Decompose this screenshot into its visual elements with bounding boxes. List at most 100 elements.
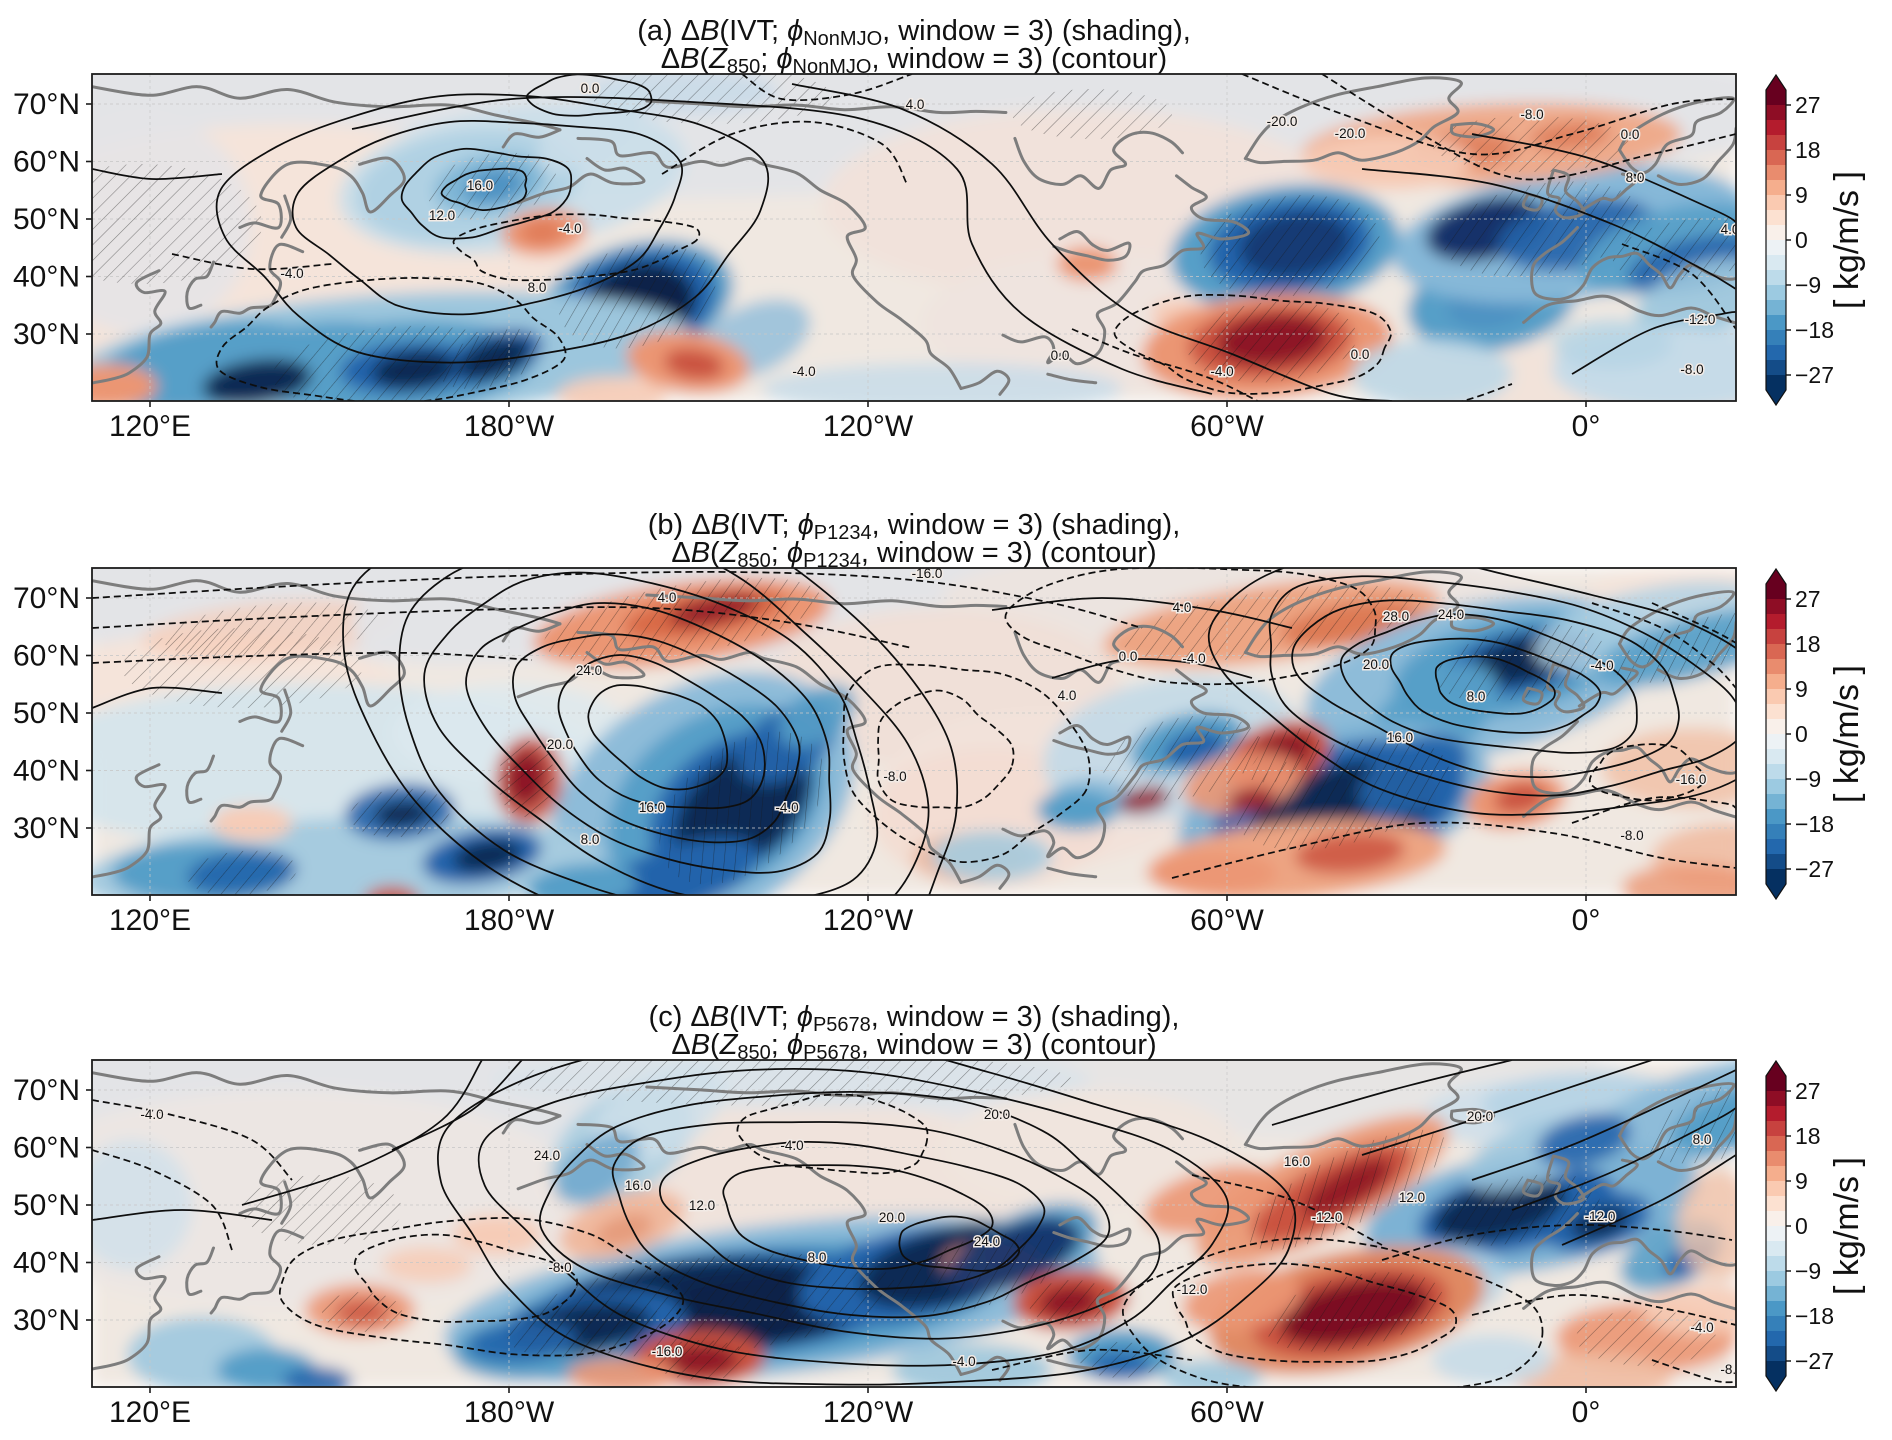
svg-text:24.0: 24.0 [1438, 607, 1464, 622]
svg-text:−9: −9 [1795, 766, 1821, 792]
svg-text:24.0: 24.0 [534, 1148, 560, 1163]
svg-text:8.0: 8.0 [808, 1250, 827, 1265]
svg-text:-8.0: -8.0 [883, 769, 906, 784]
svg-text:-4.0: -4.0 [775, 800, 798, 815]
svg-text:20.0: 20.0 [984, 1107, 1010, 1122]
svg-text:-4.0: -4.0 [1210, 364, 1233, 379]
svg-text:4.0: 4.0 [906, 97, 925, 112]
svg-text:16.0: 16.0 [625, 1178, 651, 1193]
svg-text:4.0: 4.0 [1721, 222, 1740, 237]
svg-text:50°N: 50°N [13, 697, 80, 730]
svg-text:20.0: 20.0 [879, 1210, 905, 1225]
svg-text:0: 0 [1795, 721, 1808, 747]
svg-text:16.0: 16.0 [639, 800, 665, 815]
svg-text:70°N: 70°N [13, 1074, 80, 1107]
svg-text:-4.0: -4.0 [280, 266, 303, 281]
svg-text:-4.0: -4.0 [1690, 1320, 1713, 1335]
svg-text:[ kg/m/s ]: [ kg/m/s ] [1828, 171, 1866, 309]
svg-text:9: 9 [1795, 676, 1808, 702]
svg-text:[ kg/m/s ]: [ kg/m/s ] [1828, 665, 1866, 803]
svg-text:-8.0: -8.0 [1720, 1362, 1743, 1377]
svg-text:30°N: 30°N [13, 318, 80, 351]
svg-text:-16.0: -16.0 [912, 566, 943, 581]
svg-text:50°N: 50°N [13, 1189, 80, 1222]
svg-text:12.0: 12.0 [1399, 1190, 1425, 1205]
svg-text:-20.0: -20.0 [1335, 126, 1366, 141]
svg-text:-4.0: -4.0 [780, 1138, 803, 1153]
svg-text:180°W: 180°W [464, 410, 555, 443]
svg-text:8.0: 8.0 [528, 280, 547, 295]
svg-text:−9: −9 [1795, 1258, 1821, 1284]
svg-text:-8.0: -8.0 [1620, 828, 1643, 843]
svg-text:0.0: 0.0 [581, 81, 600, 96]
svg-text:70°N: 70°N [13, 582, 80, 615]
svg-text:27: 27 [1795, 586, 1821, 612]
svg-text:0: 0 [1795, 227, 1808, 253]
svg-text:8.0: 8.0 [1693, 1132, 1712, 1147]
svg-text:-4.0: -4.0 [140, 1107, 163, 1122]
svg-text:-4.0: -4.0 [792, 364, 815, 379]
svg-text:[ kg/m/s ]: [ kg/m/s ] [1828, 1157, 1866, 1295]
svg-text:20.0: 20.0 [1363, 657, 1389, 672]
svg-text:0: 0 [1795, 1213, 1808, 1239]
svg-text:9: 9 [1795, 182, 1808, 208]
svg-text:−18: −18 [1795, 811, 1834, 837]
svg-text:−18: −18 [1795, 1303, 1834, 1329]
svg-text:(c) ΔB(IVT; ϕP5678, window = 3: (c) ΔB(IVT; ϕP5678, window = 3) (shading… [649, 1001, 1180, 1036]
svg-text:180°W: 180°W [464, 1396, 555, 1429]
svg-text:180°W: 180°W [464, 904, 555, 937]
svg-text:4.0: 4.0 [658, 590, 677, 605]
svg-text:18: 18 [1795, 631, 1821, 657]
svg-text:20.0: 20.0 [1467, 1109, 1493, 1124]
svg-text:-12.0: -12.0 [1312, 1210, 1343, 1225]
svg-text:4.0: 4.0 [1173, 600, 1192, 615]
svg-text:120°E: 120°E [109, 410, 191, 443]
svg-text:40°N: 40°N [13, 261, 80, 294]
svg-text:0.0: 0.0 [1351, 347, 1370, 362]
svg-text:ΔB(Z850; ϕNonMJO, window = 3): ΔB(Z850; ϕNonMJO, window = 3) (contour) [661, 43, 1167, 78]
svg-text:24.0: 24.0 [974, 1234, 1000, 1249]
svg-text:50°N: 50°N [13, 203, 80, 236]
svg-text:60°W: 60°W [1190, 410, 1264, 443]
svg-text:120°E: 120°E [109, 904, 191, 937]
svg-text:30°N: 30°N [13, 812, 80, 845]
svg-text:60°N: 60°N [13, 640, 80, 673]
svg-text:4.0: 4.0 [1058, 688, 1077, 703]
svg-text:16.0: 16.0 [1387, 730, 1413, 745]
svg-text:28.0: 28.0 [1383, 609, 1409, 624]
svg-text:-4.0: -4.0 [1590, 658, 1613, 673]
svg-text:−9: −9 [1795, 272, 1821, 298]
svg-text:−18: −18 [1795, 317, 1834, 343]
svg-text:18: 18 [1795, 1123, 1821, 1149]
svg-text:120°E: 120°E [109, 1396, 191, 1429]
svg-text:40°N: 40°N [13, 1247, 80, 1280]
svg-text:20.0: 20.0 [547, 737, 573, 752]
svg-text:-12.0: -12.0 [1177, 1282, 1208, 1297]
svg-text:60°N: 60°N [13, 146, 80, 179]
svg-text:(b) ΔB(IVT; ϕP1234, window = 3: (b) ΔB(IVT; ϕP1234, window = 3) (shading… [648, 509, 1181, 544]
svg-text:120°W: 120°W [823, 410, 914, 443]
svg-text:(a) ΔB(IVT; ϕNonMJO, window =: (a) ΔB(IVT; ϕNonMJO, window = 3) (shadin… [637, 15, 1191, 50]
svg-text:120°W: 120°W [823, 1396, 914, 1429]
svg-text:-4.0: -4.0 [558, 221, 581, 236]
svg-text:-12.0: -12.0 [1585, 1209, 1616, 1224]
svg-text:27: 27 [1795, 1078, 1821, 1104]
svg-text:70°N: 70°N [13, 88, 80, 121]
svg-text:−27: −27 [1795, 856, 1834, 882]
svg-text:60°W: 60°W [1190, 904, 1264, 937]
svg-text:8.0: 8.0 [1467, 689, 1486, 704]
svg-text:60°W: 60°W [1190, 1396, 1264, 1429]
svg-text:0.0: 0.0 [1051, 348, 1070, 363]
svg-text:-16.0: -16.0 [1676, 772, 1707, 787]
svg-text:12.0: 12.0 [689, 1198, 715, 1213]
svg-text:-16.0: -16.0 [652, 1344, 683, 1359]
svg-text:60°N: 60°N [13, 1132, 80, 1165]
svg-text:-20.0: -20.0 [1267, 114, 1298, 129]
svg-text:−27: −27 [1795, 362, 1834, 388]
svg-text:0°: 0° [1572, 1396, 1601, 1429]
svg-text:9: 9 [1795, 1168, 1808, 1194]
svg-text:8.0: 8.0 [1626, 170, 1645, 185]
svg-text:-12.0: -12.0 [1685, 312, 1716, 327]
svg-text:12.0: 12.0 [429, 208, 455, 223]
svg-text:16.0: 16.0 [467, 178, 493, 193]
